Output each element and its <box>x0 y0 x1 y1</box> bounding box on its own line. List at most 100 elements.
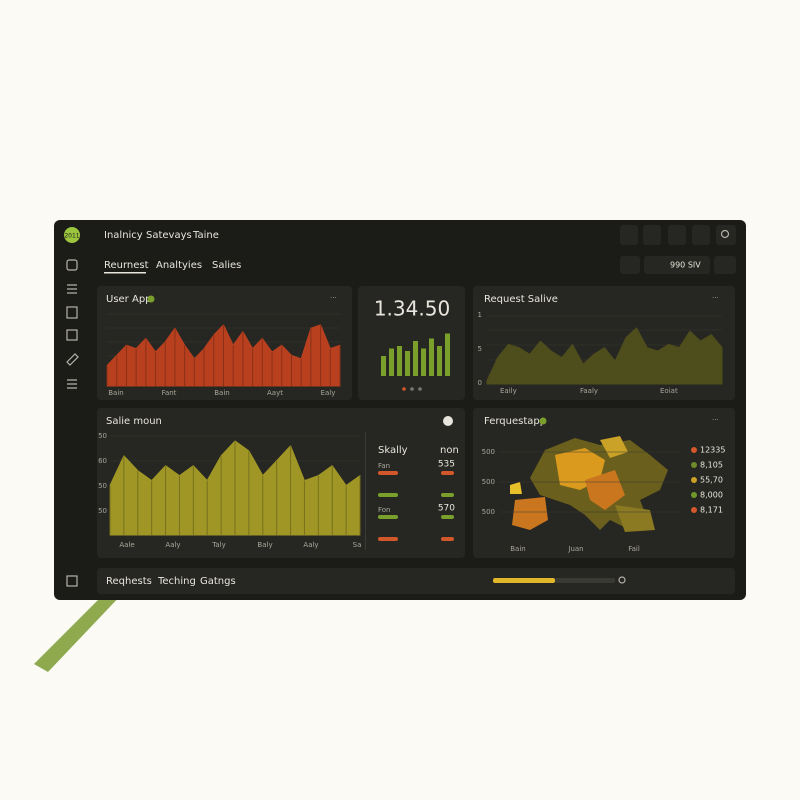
icon[interactable] <box>66 329 78 341</box>
search-icon <box>720 229 730 239</box>
y-label: 0 <box>478 379 482 387</box>
bar <box>445 333 450 376</box>
icon[interactable] <box>66 259 78 271</box>
dot <box>418 387 422 391</box>
row-pill <box>441 515 454 519</box>
icon-button[interactable] <box>620 225 638 245</box>
legend-dot <box>691 462 697 468</box>
footer-item[interactable]: Reqhests <box>106 576 152 587</box>
y-label: 50 <box>98 432 107 440</box>
footer-bar <box>97 568 735 594</box>
tab[interactable]: Salies <box>212 260 241 271</box>
dot <box>402 387 406 391</box>
x-label: Eaily <box>500 387 517 395</box>
menu-dots[interactable]: ··· <box>330 294 337 302</box>
row-bar <box>378 537 398 541</box>
nav-item[interactable]: Inalnicy <box>104 230 143 241</box>
progress-track <box>555 578 615 583</box>
tab[interactable]: Analtyies <box>156 260 202 271</box>
toolbar-text: 990 SIV <box>670 261 701 270</box>
map <box>510 436 668 532</box>
row-pill <box>441 493 454 497</box>
y-label: 50 <box>98 507 107 515</box>
progress-knob[interactable] <box>618 576 626 584</box>
x-label: Fant <box>162 389 177 397</box>
legend-label: 8,171 <box>700 506 723 515</box>
card-title: User App <box>106 294 152 305</box>
icon[interactable] <box>67 379 77 389</box>
area <box>486 327 723 385</box>
bar <box>405 351 410 376</box>
divider <box>365 432 366 550</box>
footer-item[interactable]: Gatngs <box>200 576 236 587</box>
row-value: 570 <box>438 504 455 514</box>
bar <box>389 348 394 376</box>
footer-item[interactable]: Teching <box>157 576 196 587</box>
menu-dots[interactable]: ··· <box>712 294 719 302</box>
bar <box>421 348 426 376</box>
x-label: Baly <box>257 541 272 549</box>
logo[interactable] <box>64 227 80 243</box>
bar <box>413 341 418 376</box>
tab[interactable]: Reurnest <box>104 260 149 271</box>
tab-underline <box>104 272 146 274</box>
x-label: Fail <box>628 545 640 553</box>
row-label: Fan <box>378 462 390 470</box>
menu-dots[interactable]: ··· <box>712 416 719 424</box>
info-icon[interactable] <box>443 416 453 426</box>
y-label: 500 <box>482 508 495 516</box>
dot <box>410 387 414 391</box>
card-title: Request Salive <box>484 294 558 305</box>
bar <box>429 338 434 376</box>
x-label: Sa <box>353 541 362 549</box>
toolbar[interactable] <box>644 256 710 274</box>
side-col: non <box>440 445 459 456</box>
area <box>109 440 361 536</box>
icon-button[interactable] <box>643 225 661 245</box>
x-label: Bain <box>108 389 123 397</box>
icon[interactable] <box>66 575 78 587</box>
legend-label: 8,105 <box>700 461 723 470</box>
logo-text: 2011 <box>64 233 79 240</box>
icon[interactable] <box>67 284 77 294</box>
x-label: Taly <box>211 541 226 549</box>
icon-button[interactable] <box>668 225 686 245</box>
x-label: Aaly <box>165 541 180 549</box>
card-title: Ferquestapp <box>484 416 546 427</box>
row-pill <box>441 537 454 541</box>
x-label: Bain <box>510 545 525 553</box>
legend-label: 12335 <box>700 446 725 455</box>
legend-label: 55,70 <box>700 476 723 485</box>
icon-button[interactable] <box>692 225 710 245</box>
icon-button[interactable] <box>714 256 736 274</box>
x-label: Aale <box>119 541 134 549</box>
icon[interactable] <box>66 306 78 319</box>
x-label: Bain <box>214 389 229 397</box>
side-title: Skally <box>378 445 408 456</box>
y-label: 500 <box>482 478 495 486</box>
nav-item[interactable]: Taine <box>192 230 219 241</box>
row-bar <box>378 471 398 475</box>
y-label: 50 <box>98 482 107 490</box>
y-label: 1 <box>478 311 482 319</box>
row-label: Fon <box>378 506 391 514</box>
legend-dot <box>691 492 697 498</box>
icon[interactable] <box>66 353 79 366</box>
card-title: Salie moun <box>106 416 162 427</box>
y-label: 500 <box>482 448 495 456</box>
legend-dot <box>691 447 697 453</box>
icon-button[interactable] <box>716 225 736 245</box>
row-bar <box>378 493 398 497</box>
bar <box>381 356 386 376</box>
x-label: Ealy <box>321 389 336 397</box>
progress-fill <box>493 578 555 583</box>
legend-dot <box>691 507 697 513</box>
x-label: Juan <box>567 545 583 553</box>
bar <box>397 346 402 376</box>
x-label: Aayt <box>267 389 283 397</box>
nav-item[interactable]: Satevays <box>146 230 192 241</box>
icon-button[interactable] <box>620 256 640 274</box>
sidebar-icons <box>66 259 79 587</box>
x-label: Faaly <box>580 387 598 395</box>
